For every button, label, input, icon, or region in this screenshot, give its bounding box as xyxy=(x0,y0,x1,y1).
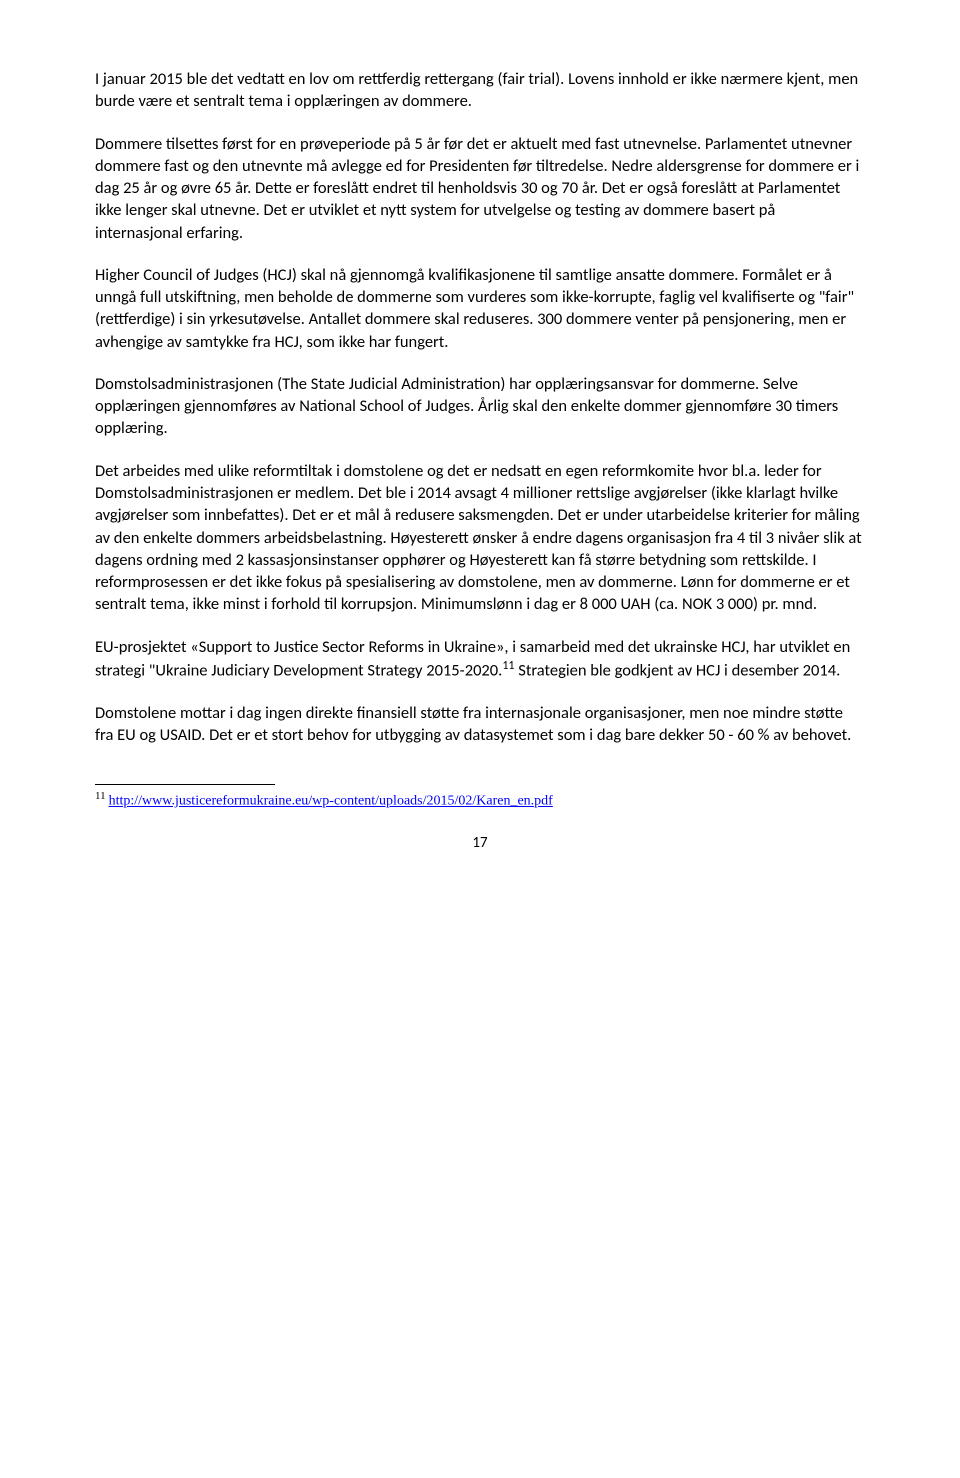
paragraph-4: Domstolsadministrasjonen (The State Judi… xyxy=(95,373,865,440)
footnote-divider xyxy=(95,784,275,785)
page-number: 17 xyxy=(95,833,865,853)
footnote-ref-11: 11 xyxy=(502,659,514,673)
paragraph-2: Dommere tilsettes først for en prøveperi… xyxy=(95,133,865,244)
paragraph-1: I januar 2015 ble det vedtatt en lov om … xyxy=(95,68,865,113)
paragraph-7: Domstolene mottar i dag ingen direkte fi… xyxy=(95,702,865,747)
footnote-link[interactable]: http://www.justicereformukraine.eu/wp-co… xyxy=(109,794,553,809)
footnote-marker: 11 xyxy=(95,790,106,802)
footnote-11: 11http://www.justicereformukraine.eu/wp-… xyxy=(95,789,865,811)
paragraph-5: Det arbeides med ulike reformtiltak i do… xyxy=(95,460,865,616)
paragraph-6-text-2: Strategien ble godkjent av HCJ i desembe… xyxy=(518,660,840,680)
paragraph-3: Higher Council of Judges (HCJ) skal nå g… xyxy=(95,264,865,353)
paragraph-6: EU-prosjektet «Support to Justice Sector… xyxy=(95,636,865,682)
